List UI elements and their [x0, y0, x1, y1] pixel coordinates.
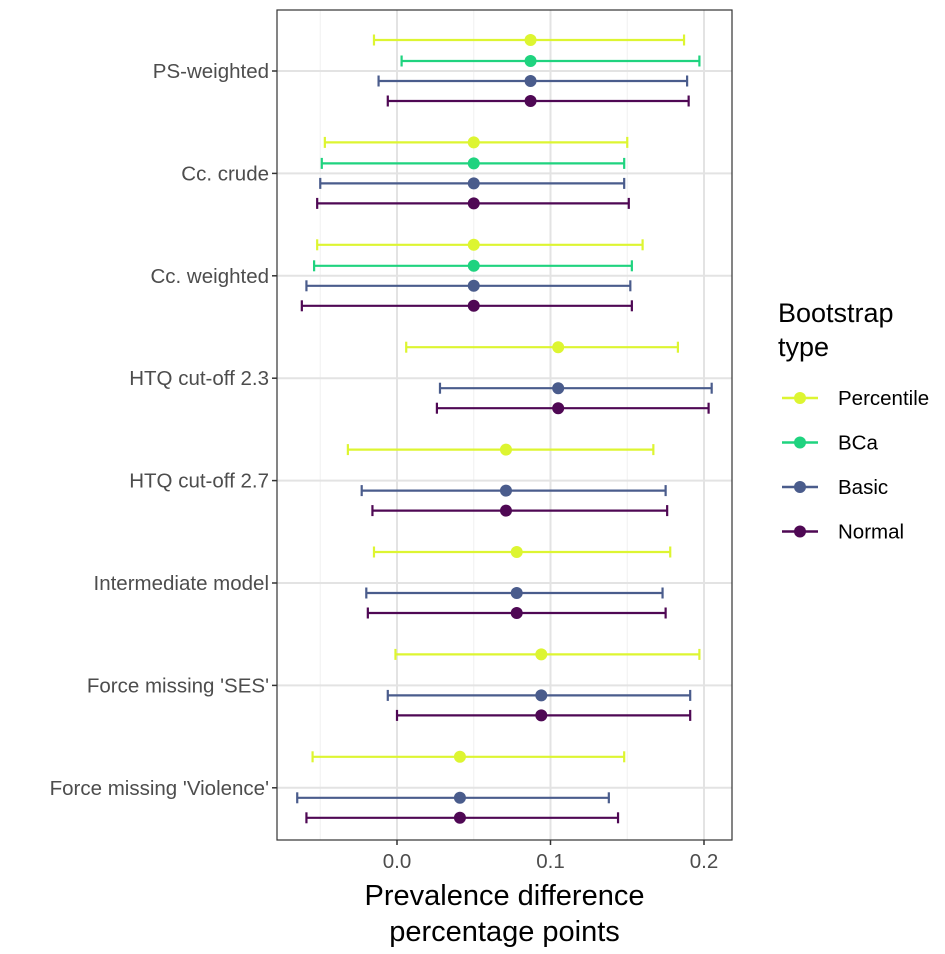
- panel-border: [276, 9, 733, 841]
- point-estimate: [552, 382, 565, 395]
- estimate-normal: [371, 504, 669, 517]
- point-estimate: [510, 546, 523, 558]
- estimate-basic: [319, 177, 626, 190]
- y-tick-label: Force missing 'Violence': [50, 777, 269, 800]
- legend-label: Percentile: [838, 387, 929, 410]
- point-estimate: [453, 811, 466, 824]
- legend-title-line-2: type: [778, 332, 829, 362]
- estimate-normal: [435, 402, 710, 415]
- legend-item-normal: Normal: [782, 521, 904, 544]
- point-estimate: [552, 341, 565, 354]
- legend-title-line-1: Bootstrap: [778, 298, 894, 328]
- x-tick-label: 0.0: [383, 850, 412, 873]
- estimate-normal: [395, 709, 692, 722]
- x-axis-title-line-1: Prevalence difference: [365, 880, 645, 912]
- x-tick-label: 0.2: [690, 850, 719, 873]
- point-estimate: [467, 259, 480, 272]
- estimate-basic: [365, 587, 664, 599]
- estimate-basic: [377, 75, 689, 87]
- estimate-percentile: [405, 341, 680, 354]
- point-estimate: [510, 587, 523, 599]
- estimate-normal: [300, 299, 633, 312]
- estimate-basic: [438, 382, 713, 395]
- legend-label: BCa: [838, 432, 878, 455]
- legend-label: Basic: [838, 476, 888, 499]
- estimate-percentile: [394, 648, 701, 661]
- point-estimate: [535, 689, 548, 702]
- point-estimate: [467, 238, 480, 251]
- estimate-normal: [366, 607, 667, 619]
- legend: Bootstrap type Percentile BCa Basic Normal: [778, 298, 929, 544]
- point-estimate: [467, 197, 480, 210]
- point-estimate: [453, 750, 466, 763]
- estimate-percentile: [323, 136, 629, 149]
- point-estimate: [524, 55, 537, 67]
- point-estimate: [535, 648, 548, 661]
- legend-item-bca: BCa: [782, 432, 878, 455]
- point-estimate: [499, 504, 512, 517]
- estimate-bca: [400, 55, 701, 67]
- estimate-basic: [360, 484, 667, 497]
- point-estimate: [499, 484, 512, 497]
- data-layer: [296, 34, 713, 824]
- point-estimate: [524, 75, 537, 87]
- grid-layer: [277, 10, 732, 840]
- point-estimate: [467, 299, 480, 312]
- estimate-percentile: [372, 546, 672, 558]
- y-tick-label: Intermediate model: [94, 572, 269, 595]
- point-estimate: [467, 136, 480, 149]
- point-estimate: [552, 402, 565, 415]
- point-estimate: [524, 95, 537, 107]
- legend-item-percentile: Percentile: [782, 387, 929, 410]
- estimate-percentile: [311, 750, 626, 763]
- estimate-normal: [386, 95, 690, 107]
- estimate-normal: [316, 197, 630, 210]
- point-estimate: [467, 279, 480, 292]
- legend-item-basic: Basic: [782, 476, 888, 499]
- estimate-bca: [320, 157, 626, 170]
- point-estimate: [524, 34, 537, 46]
- x-tick-label: 0.1: [536, 850, 565, 873]
- legend-key-point: [794, 436, 806, 449]
- estimate-percentile: [346, 443, 655, 456]
- estimate-bca: [313, 259, 633, 272]
- legend-label: Normal: [838, 521, 904, 544]
- y-tick-label: PS-weighted: [153, 60, 269, 83]
- legend-key-point: [794, 392, 806, 404]
- x-axis-title-line-2: percentage points: [389, 916, 620, 948]
- point-estimate: [467, 177, 480, 190]
- point-estimate: [535, 709, 548, 722]
- y-tick-label: Cc. crude: [181, 162, 269, 185]
- y-tick-label: HTQ cut-off 2.3: [129, 367, 269, 390]
- estimate-percentile: [372, 34, 686, 46]
- legend-key-point: [794, 481, 806, 493]
- legend-key-point: [794, 525, 806, 538]
- y-tick-label: Force missing 'SES': [87, 674, 269, 697]
- y-tick-label: HTQ cut-off 2.7: [129, 470, 269, 493]
- estimate-basic: [305, 279, 632, 292]
- estimate-basic: [296, 791, 610, 804]
- point-estimate: [499, 443, 512, 456]
- axis-layer: PS-weighted Cc. crude Cc. weighted HTQ cut-…: [50, 60, 719, 873]
- estimate-percentile: [316, 238, 644, 251]
- estimate-normal: [305, 811, 620, 824]
- estimate-basic: [386, 689, 692, 702]
- point-estimate: [510, 607, 523, 619]
- point-estimate: [467, 157, 480, 170]
- y-tick-label: Cc. weighted: [150, 265, 269, 288]
- point-estimate: [453, 791, 466, 804]
